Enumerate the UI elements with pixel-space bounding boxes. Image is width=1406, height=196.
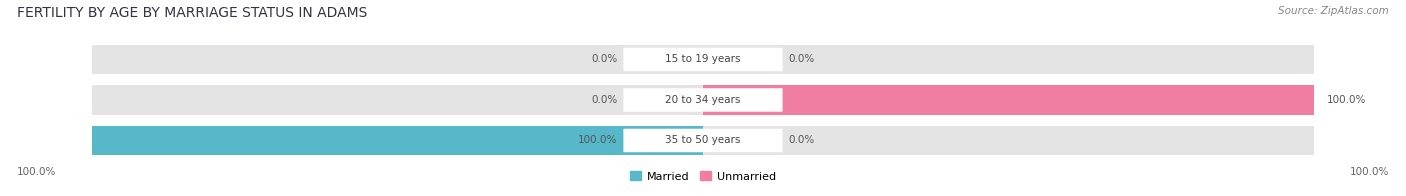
- FancyBboxPatch shape: [623, 88, 783, 112]
- Legend: Married, Unmarried: Married, Unmarried: [626, 167, 780, 186]
- FancyBboxPatch shape: [623, 129, 783, 152]
- Text: 100.0%: 100.0%: [1350, 167, 1389, 178]
- Text: 100.0%: 100.0%: [1326, 95, 1365, 105]
- Text: 0.0%: 0.0%: [591, 54, 617, 64]
- Text: 20 to 34 years: 20 to 34 years: [665, 95, 741, 105]
- Bar: [91, 126, 1315, 155]
- FancyBboxPatch shape: [623, 48, 783, 71]
- Text: Source: ZipAtlas.com: Source: ZipAtlas.com: [1278, 6, 1389, 16]
- Bar: [91, 85, 1315, 114]
- Bar: [91, 45, 1315, 74]
- Text: 35 to 50 years: 35 to 50 years: [665, 135, 741, 145]
- Bar: [703, 85, 1315, 114]
- Text: 15 to 19 years: 15 to 19 years: [665, 54, 741, 64]
- Text: 100.0%: 100.0%: [578, 135, 617, 145]
- Text: 0.0%: 0.0%: [789, 54, 815, 64]
- Text: 0.0%: 0.0%: [591, 95, 617, 105]
- Text: 100.0%: 100.0%: [37, 135, 80, 145]
- Text: 100.0%: 100.0%: [17, 167, 56, 178]
- Bar: [91, 126, 703, 155]
- Text: 0.0%: 0.0%: [789, 135, 815, 145]
- Text: FERTILITY BY AGE BY MARRIAGE STATUS IN ADAMS: FERTILITY BY AGE BY MARRIAGE STATUS IN A…: [17, 6, 367, 20]
